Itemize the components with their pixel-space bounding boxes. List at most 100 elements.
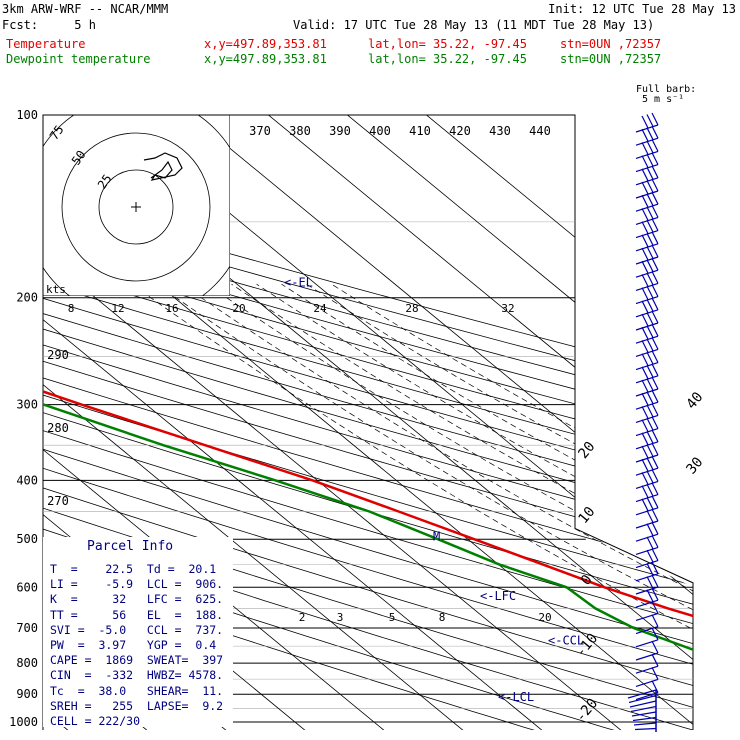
parcel-info-box: Parcel Info T = 22.5 Td = 20.1 LI = -5.9 … — [43, 537, 233, 728]
wind-barb — [631, 711, 657, 717]
pressure-label: 100 — [16, 108, 38, 122]
wind-barb-flag — [651, 139, 659, 152]
wind-barb-flag — [651, 178, 659, 192]
wind-barb-flag — [646, 444, 654, 457]
ccl-marker: <-CCL — [548, 634, 584, 648]
wind-barb-flag — [651, 323, 659, 337]
lfc-marker: <-LFC — [480, 589, 516, 603]
wind-barb-flag — [651, 376, 659, 390]
parcel-info-row: Tc = 38.0 SHEAR= 11. — [50, 683, 224, 698]
forecast-hour: Fcst: 5 h — [2, 18, 96, 32]
isotherm-line — [392, 115, 693, 730]
wind-barb — [633, 722, 657, 726]
temperature-tick-label: -20 — [573, 696, 602, 726]
wind-barb-flag — [646, 180, 654, 193]
wind-barb-flag — [651, 231, 659, 245]
dry-adiabat-line — [43, 127, 693, 730]
wind-barb-flag — [646, 576, 654, 589]
theta-label: 280 — [47, 421, 69, 435]
moist-adiabat-line — [131, 283, 693, 730]
wind-barb-flag — [646, 285, 654, 299]
wind-barb-flag — [651, 389, 659, 403]
wind-barb-flag — [646, 193, 654, 206]
wind-barb-flag — [641, 194, 649, 208]
hodograph-ring-label: 75 — [47, 123, 67, 143]
wind-barb-flag — [646, 497, 654, 510]
wind-barb-flag — [651, 403, 659, 416]
wind-barb-flag — [646, 338, 654, 352]
wind-barb-flag — [651, 271, 659, 284]
parcel-info-row: CAPE = 1869 SWEAT= 397 — [50, 653, 224, 668]
wind-barb-flag — [646, 153, 654, 167]
temperature-tick-label: 30 — [683, 454, 706, 477]
barb-note-title: Full barb: — [636, 84, 697, 95]
moist-adiabat-line — [206, 283, 693, 730]
isotherm-line — [43, 115, 627, 730]
wind-barb-flag — [641, 247, 649, 261]
moist-adiabat-line — [156, 283, 693, 730]
pressure-label: 800 — [16, 656, 38, 670]
wind-barb-flag — [641, 353, 649, 366]
wind-barb — [632, 716, 657, 722]
dry-adiabat-line — [43, 127, 693, 730]
wind-barb-flag — [651, 125, 659, 139]
m-marker: M — [433, 530, 440, 544]
wind-barb-flag — [641, 485, 649, 498]
wind-barb-flag — [651, 680, 659, 693]
theta-label: 370 — [249, 124, 271, 138]
pressure-label: 300 — [16, 398, 38, 412]
axis-labels: 1002003004005006007008009001000-80-70-60… — [9, 108, 706, 729]
hodograph-speed-tick: 28 — [405, 302, 418, 315]
dry-adiabat-line — [43, 127, 693, 730]
wind-barb — [635, 678, 659, 687]
temperature-station: stn=0UN ,72357 — [560, 37, 662, 51]
theta-label: 270 — [47, 494, 69, 508]
pressure-label: 400 — [16, 473, 38, 487]
parcel-info-row: TT = 56 EL = 188. — [50, 607, 224, 622]
wind-barb-flag — [651, 469, 659, 482]
wind-barb-flag — [646, 378, 654, 391]
parcel-info-row: LI = -5.9 LCL = 906. — [50, 577, 224, 592]
mixing-ratio-label: 2 — [299, 611, 306, 624]
dry-adiabat-line — [43, 127, 693, 730]
model-title: 3km ARW-WRF -- NCAR/MMM — [2, 2, 169, 16]
theta-label: 290 — [47, 348, 69, 362]
wind-barb — [628, 694, 657, 704]
wind-barb-flag — [651, 218, 659, 231]
wind-barb-flag — [646, 536, 654, 550]
wind-barb-flag — [646, 470, 654, 484]
wind-barb-flag — [646, 127, 654, 140]
wind-barb-flag — [641, 379, 649, 393]
wind-barb — [635, 626, 659, 635]
wind-barb-flag — [646, 325, 654, 338]
mixing-ratio-label: 8 — [439, 611, 446, 624]
mixing-ratio-label: 5 — [389, 611, 396, 624]
pressure-label: 900 — [16, 687, 38, 701]
wind-barb — [634, 727, 657, 731]
wind-barb-flag — [646, 246, 654, 259]
wind-barb-flag — [651, 640, 659, 654]
wind-barb-flag — [646, 259, 654, 272]
wind-barb-flag — [641, 313, 649, 327]
mixing-ratio-lines — [131, 283, 693, 730]
wind-barb-flag — [651, 205, 659, 218]
dry-adiabat-line — [43, 127, 693, 730]
moist-adiabat-line — [306, 283, 693, 730]
theta-label: 430 — [489, 124, 511, 138]
wind-barb-flag — [641, 419, 649, 432]
wind-barb-flag — [646, 312, 654, 325]
wind-barb-flag — [641, 340, 649, 353]
wind-barb-flag — [641, 274, 649, 287]
wind-barb-flag — [641, 445, 649, 459]
wind-barb-flag — [641, 392, 649, 406]
wind-barb-flag — [651, 310, 659, 324]
wind-barb-flag — [641, 181, 649, 195]
parcel-info-row: SREH = 255 LAPSE= 9.2 — [50, 698, 224, 713]
wind-barb-flag — [646, 563, 654, 576]
dry-adiabat-line — [43, 127, 693, 730]
theta-label: 400 — [369, 124, 391, 138]
mixing-ratio-label: 20 — [538, 611, 551, 624]
parcel-info-row: CIN = -332 HWBZ= 4578. — [50, 668, 224, 683]
wind-barb-flag — [641, 458, 649, 472]
